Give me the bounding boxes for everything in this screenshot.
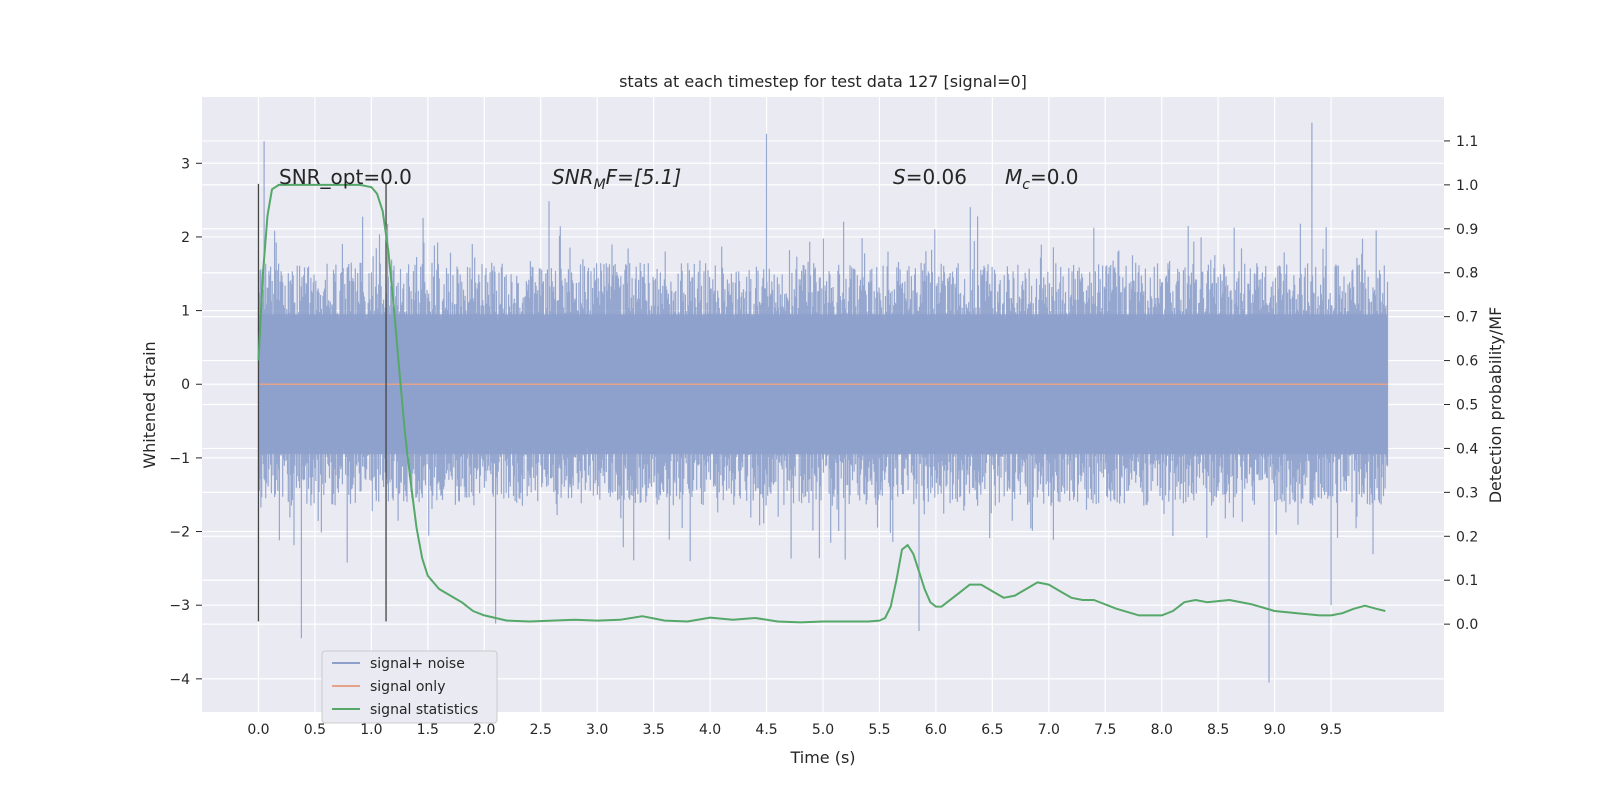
y2-tick-label: 0.8	[1456, 266, 1478, 282]
y2-tick-label: 0.2	[1456, 529, 1478, 545]
annotation-snr-opt: SNR_opt=0.0	[279, 165, 412, 189]
y-tick-label: −3	[169, 598, 190, 614]
legend-label-statistics: signal statistics	[370, 702, 478, 718]
legend-frame	[321, 650, 498, 724]
x-tick-label: 8.5	[1207, 722, 1229, 738]
x-tick-label: 3.5	[643, 722, 665, 738]
annotation-mc: Mc=0.0	[1005, 165, 1079, 193]
x-tick-label: 5.5	[868, 722, 890, 738]
legend-label-noise: signal+ noise	[370, 656, 465, 672]
y2-tick-label: 0.5	[1456, 398, 1478, 414]
x-tick-label: 9.0	[1264, 722, 1286, 738]
snr-mf-sub: M	[594, 177, 606, 193]
y2-tick-label: 1.0	[1456, 178, 1478, 194]
y-tick-label: 3	[181, 156, 190, 172]
legend: signal+ noise signal only signal statist…	[321, 650, 498, 724]
y-tick-label: −4	[169, 672, 190, 688]
y-tick-label: 1	[181, 304, 190, 320]
annotation-s: S=0.06	[893, 165, 967, 189]
x-tick-label: 9.5	[1320, 722, 1342, 738]
y-tick-label: −1	[169, 451, 190, 467]
s-symbol: S	[893, 165, 906, 189]
y2-tick-label: 0.9	[1456, 222, 1478, 238]
legend-label-signal: signal only	[370, 679, 445, 695]
mc-sub: c	[1022, 177, 1030, 193]
y-tick-label: 0	[181, 377, 190, 393]
y2-tick-label: 1.1	[1456, 134, 1478, 150]
chart-title: stats at each timestep for test data 127…	[619, 72, 1027, 91]
tick-labels: 0.0 0.5 1.0 1.5 2.0 2.5 3.0 3.5 4.0 4.5 5.0 5.5 6.0 6…	[169, 134, 1478, 738]
x-tick-label: 0.0	[247, 722, 269, 738]
y2-tick-label: 0.1	[1456, 573, 1478, 589]
x-tick-label: 6.5	[981, 722, 1003, 738]
x-tick-label: 3.0	[586, 722, 608, 738]
y-tick-label: 2	[181, 230, 190, 246]
snr-mf-tail: F=[5.1]	[606, 165, 682, 189]
x-tick-label: 1.0	[360, 722, 382, 738]
x-tick-label: 4.5	[755, 722, 777, 738]
x-tick-label: 0.5	[304, 722, 326, 738]
x-tick-label: 2.0	[473, 722, 495, 738]
x-tick-label: 4.0	[699, 722, 721, 738]
y-tick-label: −2	[169, 525, 190, 541]
y2-axis-label: Detection probability/MF	[1486, 307, 1505, 504]
annotation-snr-mf: SNRMF=[5.1]	[552, 165, 681, 193]
snr-mf-main: SNR	[552, 165, 594, 189]
y2-tick-label: 0.4	[1456, 441, 1478, 457]
s-value: =0.06	[906, 165, 967, 189]
mc-value: =0.0	[1030, 165, 1079, 189]
mc-symbol: M	[1005, 165, 1022, 189]
y-axis-label: Whitened strain	[140, 341, 159, 468]
y2-tick-label: 0.3	[1456, 485, 1478, 501]
x-tick-label: 7.5	[1094, 722, 1116, 738]
x-axis-label: Time (s)	[789, 748, 855, 767]
y2-tick-label: 0.7	[1456, 310, 1478, 326]
x-tick-label: 8.0	[1151, 722, 1173, 738]
x-tick-label: 1.5	[417, 722, 439, 738]
y2-tick-label: 0.0	[1456, 617, 1478, 633]
x-tick-label: 2.5	[530, 722, 552, 738]
x-tick-label: 7.0	[1038, 722, 1060, 738]
x-tick-label: 5.0	[812, 722, 834, 738]
line-series	[257, 183, 1388, 624]
signal-statistics-line	[257, 183, 1386, 624]
y2-tick-label: 0.6	[1456, 354, 1478, 370]
x-tick-label: 6.0	[925, 722, 947, 738]
